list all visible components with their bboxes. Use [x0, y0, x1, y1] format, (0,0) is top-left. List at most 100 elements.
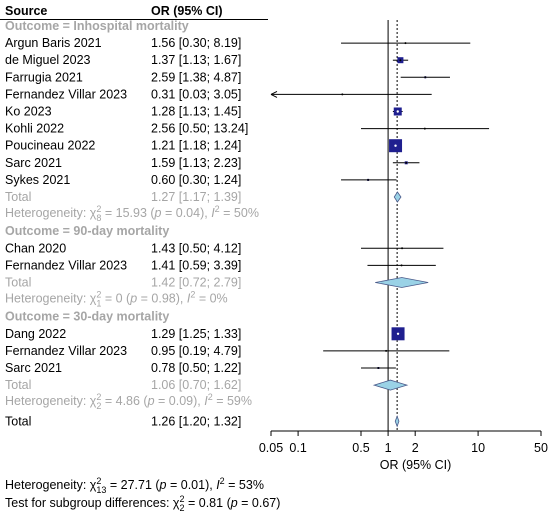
study-name: Sarc 2021	[5, 156, 62, 170]
study-name: Poucineau 2022	[5, 139, 95, 153]
p-symbol: p	[147, 394, 155, 408]
heterogeneity-prefix: Heterogeneity:	[5, 206, 90, 220]
p-symbol: p	[159, 478, 167, 492]
ci-arrow	[270, 90, 278, 98]
x-tick-label: 1	[385, 441, 392, 455]
subgroup-heterogeneity: Heterogeneity: χ2 2 = 4.86 (p = 0.09), I2…	[5, 392, 252, 411]
chi-symbol: χ	[173, 496, 180, 510]
chi-subscript: 2	[96, 401, 101, 411]
study-name: Fernandez Villar 2023	[5, 344, 127, 358]
p-value: = 0.09),	[155, 394, 205, 408]
study-point	[394, 144, 397, 147]
study-point	[400, 264, 403, 267]
overall-total-or-ci: 1.26 [1.20; 1.32]	[151, 414, 241, 428]
p-value: = 0.67)	[238, 496, 281, 510]
study-name: Sykes 2021	[5, 173, 70, 187]
i2-symbol: I	[216, 478, 220, 492]
study-point	[377, 367, 380, 369]
subgroup-total-or-ci: 1.06 [0.70; 1.62]	[151, 378, 241, 392]
x-tick-label: 0.05	[259, 441, 283, 455]
chi-superscript: 2	[96, 290, 101, 300]
table-text: Source OR (95% CI)Outcome = Inhospital mo…	[0, 4, 280, 513]
study-or-ci: 1.37 [1.13; 1.67]	[151, 53, 241, 67]
study-name: Dang 2022	[5, 327, 66, 341]
subgroup-diamond	[393, 191, 402, 203]
i2-symbol: I	[187, 292, 191, 306]
chi-symbol: χ	[90, 478, 97, 492]
x-tick-label: 0.5	[352, 441, 369, 455]
i2-value: = 59%	[213, 394, 252, 408]
study-or-ci: 0.60 [0.30; 1.24]	[151, 173, 241, 187]
chi-superscript: 2	[179, 494, 184, 504]
chi-superscript: 2	[96, 204, 101, 214]
i2-value: = 0%	[195, 292, 227, 306]
stat-value: = 27.71 (	[106, 478, 160, 492]
study-or-ci: 1.28 [1.13; 1.45]	[151, 105, 241, 119]
x-tick-label: 50	[534, 441, 548, 455]
plot-area: 0.05 0.1 0.5 1 2 10 50 OR (95% CI)	[259, 20, 548, 472]
stat-value: = 0.81 (	[185, 496, 232, 510]
study-point	[424, 76, 427, 79]
subgroup-total-label: Total	[5, 276, 31, 290]
heterogeneity-prefix: Heterogeneity:	[5, 478, 90, 492]
x-tick-label: 10	[471, 441, 485, 455]
heterogeneity-prefix: Heterogeneity:	[5, 394, 90, 408]
study-name: Fernandez Villar 2023	[5, 87, 127, 101]
i2-value: = 53%	[225, 478, 264, 492]
study-name: de Miguel 2023	[5, 53, 91, 67]
study-point	[405, 161, 408, 164]
i2-superscript: 2	[215, 204, 220, 214]
subgroup-label: Outcome = 30-day mortality	[5, 310, 169, 324]
study-point	[401, 247, 404, 250]
study-or-ci: 1.29 [1.25; 1.33]	[151, 327, 241, 341]
subgroup-heterogeneity: Heterogeneity: χ2 1 = 0 (p = 0.98), I2 = …	[5, 290, 228, 309]
study-name: Argun Baris 2021	[5, 36, 102, 50]
subgroup-total-label: Total	[5, 378, 31, 392]
study-point	[399, 59, 402, 62]
subgroup-heterogeneity: Heterogeneity: χ2 8 = 15.93 (p = 0.04), I…	[5, 204, 259, 223]
p-value: = 0.98),	[137, 292, 187, 306]
heterogeneity-prefix: Test for subgroup differences:	[5, 496, 173, 510]
p-symbol: p	[230, 496, 238, 510]
subgroup-diamond	[375, 277, 429, 288]
study-or-ci: 1.41 [0.59; 3.39]	[151, 258, 241, 272]
subgroup-total-or-ci: 1.27 [1.17; 1.39]	[151, 190, 241, 204]
chi-subscript: 8	[96, 213, 101, 223]
study-name: Chan 2020	[5, 241, 66, 255]
study-or-ci: 1.59 [1.13; 2.23]	[151, 156, 241, 170]
p-symbol: p	[129, 292, 137, 306]
header-source: Source	[5, 4, 47, 18]
i2-superscript: 2	[220, 476, 225, 486]
study-or-ci: 2.59 [1.38; 4.87]	[151, 70, 241, 84]
study-point	[423, 127, 426, 130]
stat-value: = 4.86 (	[101, 394, 148, 408]
heterogeneity-prefix: Heterogeneity:	[5, 292, 90, 306]
overall-total-label: Total	[5, 414, 31, 428]
overall-diamond	[394, 415, 400, 428]
study-name: Farrugia 2021	[5, 70, 83, 84]
i2-value: = 50%	[220, 206, 259, 220]
i2-superscript: 2	[190, 290, 195, 300]
chi-subscript: 1	[96, 299, 101, 309]
study-point	[367, 178, 370, 181]
study-or-ci: 0.78 [0.50; 1.22]	[151, 361, 241, 375]
study-or-ci: 1.21 [1.18; 1.24]	[151, 139, 241, 153]
subgroup-total-or-ci: 1.42 [0.72; 2.79]	[151, 276, 241, 290]
x-tick-label: 0.1	[289, 441, 306, 455]
study-point	[385, 349, 388, 352]
study-point	[341, 93, 344, 96]
study-point	[396, 332, 400, 335]
subgroup-diamond	[372, 379, 409, 391]
subgroup-total-label: Total	[5, 190, 31, 204]
study-point	[404, 42, 407, 45]
i2-superscript: 2	[208, 392, 213, 402]
chi-superscript: 2	[96, 476, 101, 486]
p-symbol: p	[154, 206, 162, 220]
study-name: Kohli 2022	[5, 122, 64, 136]
chi-symbol: χ	[90, 394, 97, 408]
study-or-ci: 0.31 [0.03; 3.05]	[151, 87, 241, 101]
study-or-ci: 1.56 [0.30; 8.19]	[151, 36, 241, 50]
x-axis-label: OR (95% CI)	[380, 458, 452, 472]
stat-value: = 0 (	[101, 292, 131, 306]
